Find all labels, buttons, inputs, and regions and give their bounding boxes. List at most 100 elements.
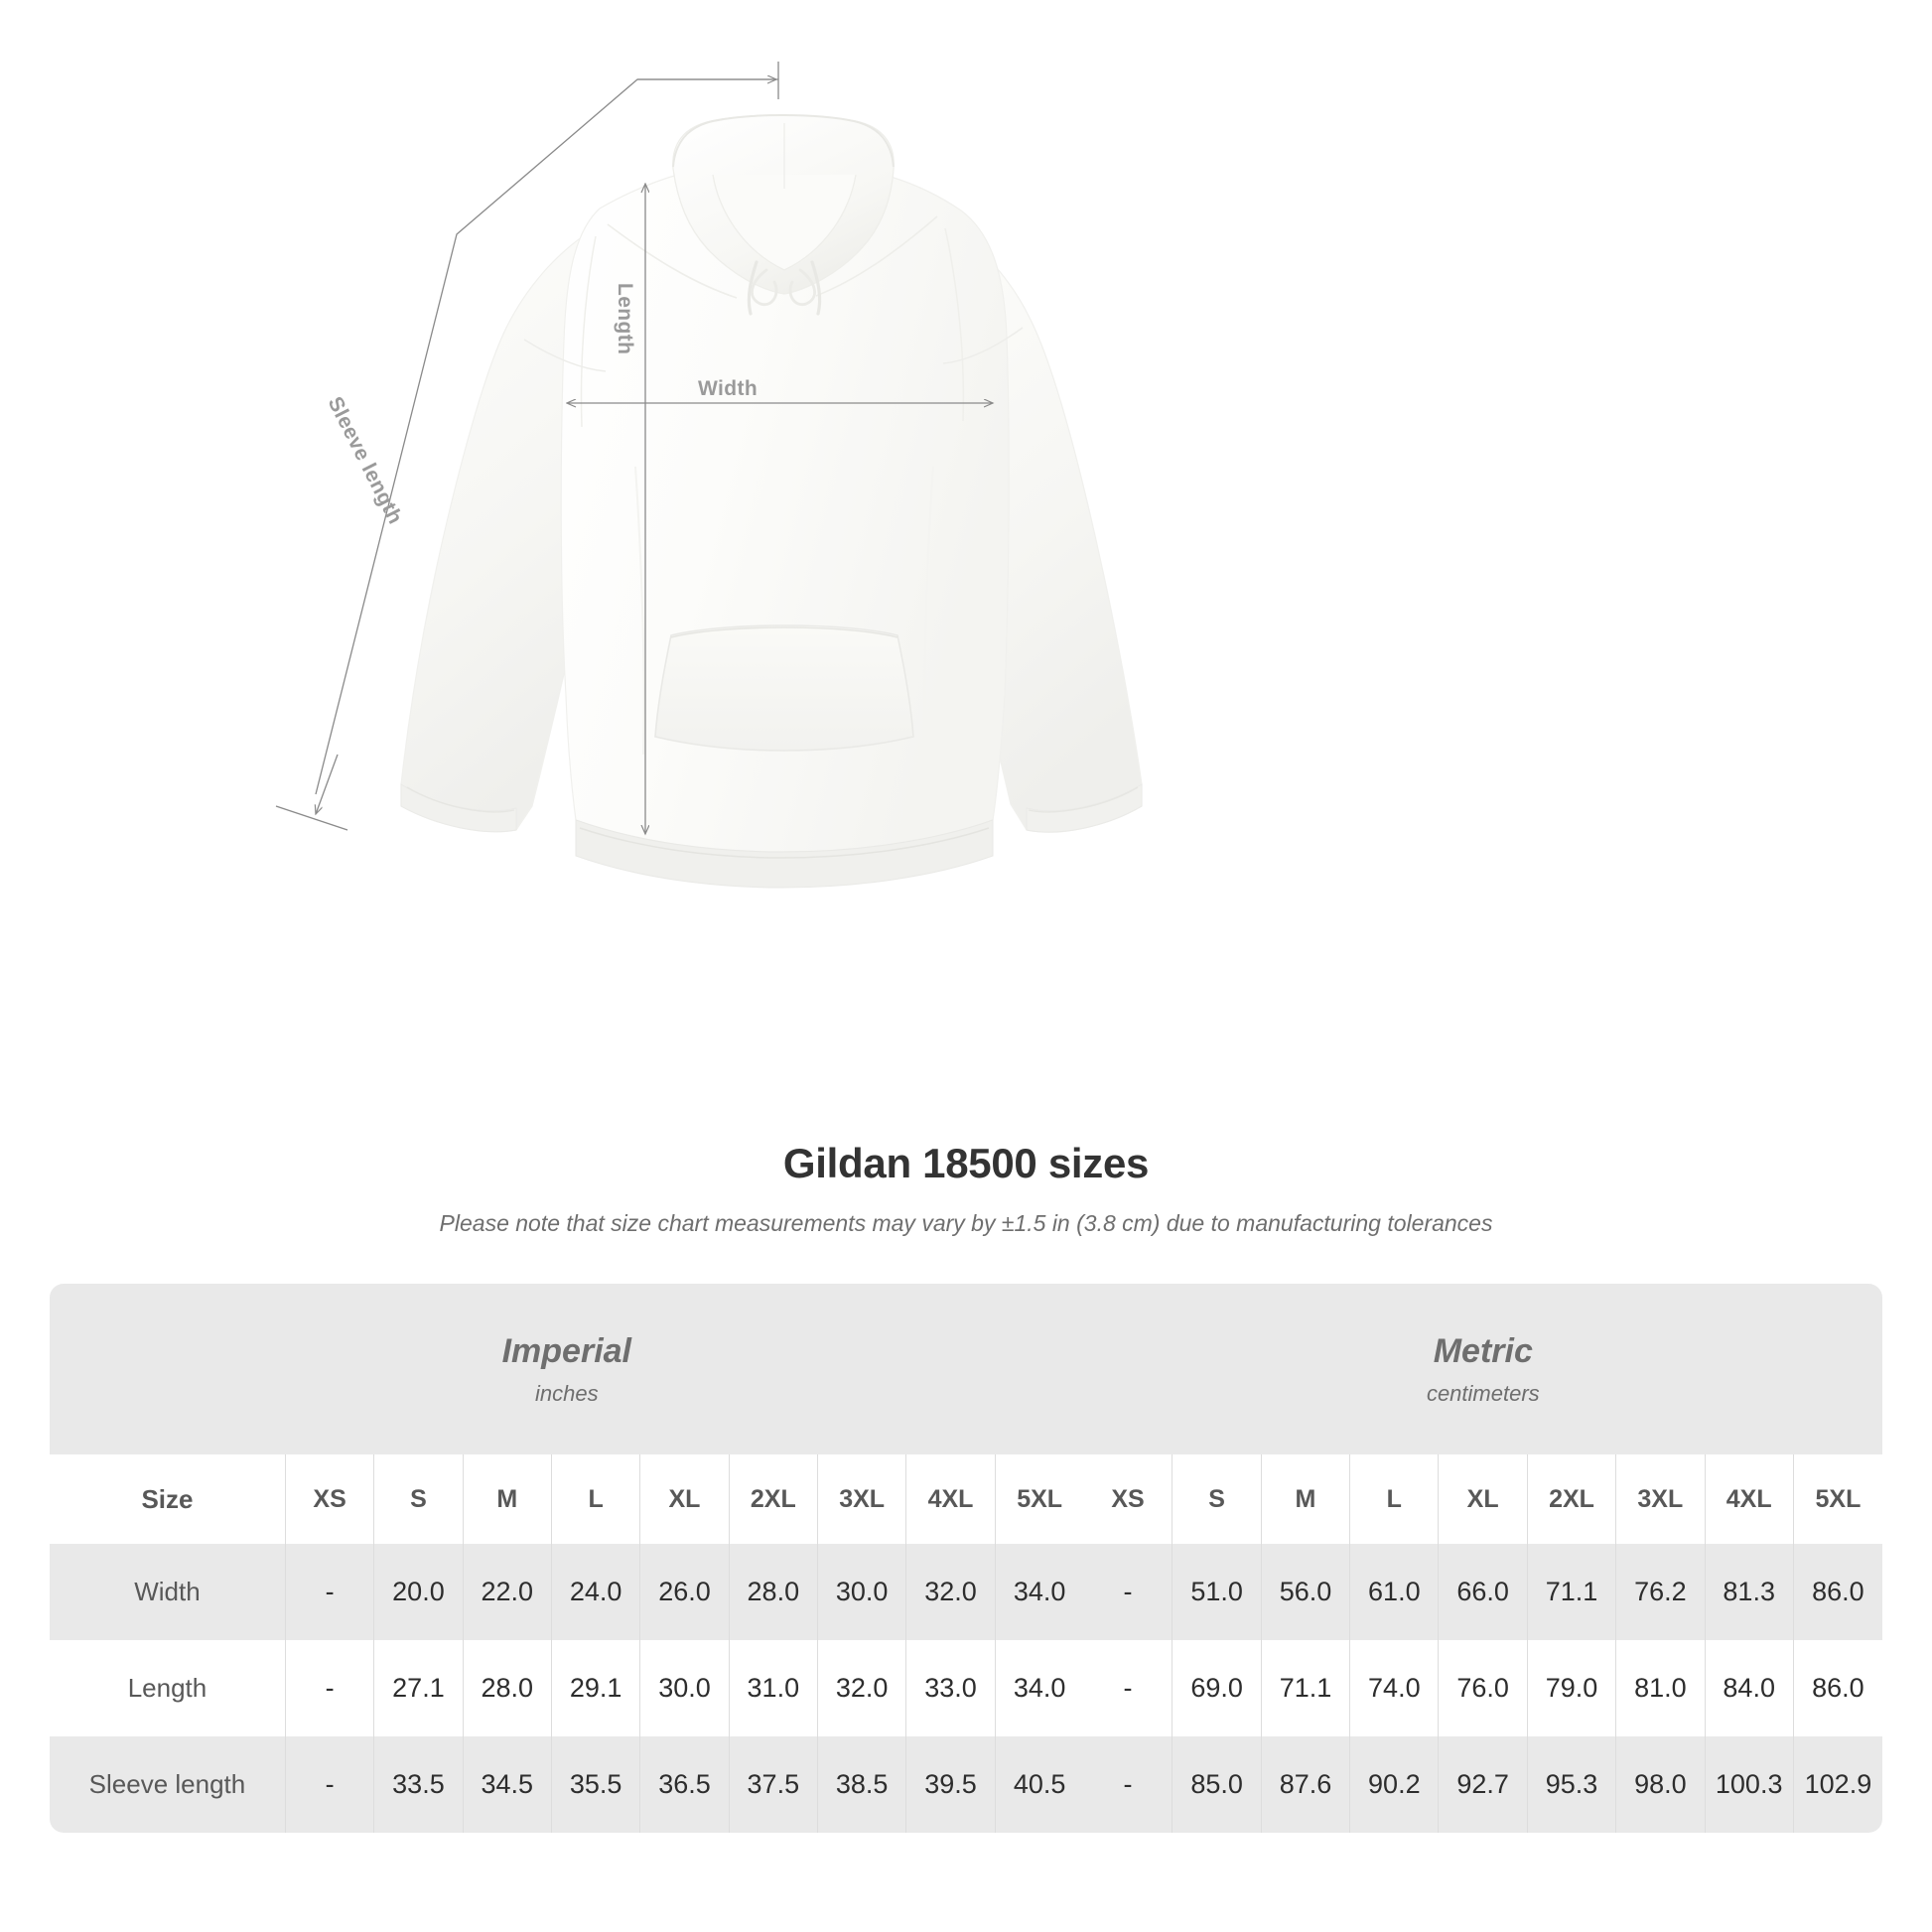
size-header-imperial-s: S <box>373 1454 464 1544</box>
length-imperial-s: 27.1 <box>373 1640 464 1736</box>
length-imperial-l: 29.1 <box>550 1640 640 1736</box>
length-imperial-m: 28.0 <box>462 1640 552 1736</box>
sleeve-metric-l: 90.2 <box>1349 1736 1439 1833</box>
sleeve-metric-xs: - <box>1083 1736 1173 1833</box>
title-block: Gildan 18500 sizes Please note that size… <box>0 1140 1932 1237</box>
sleeve-metric-2xl: 95.3 <box>1526 1736 1616 1833</box>
size-header-imperial-m: M <box>462 1454 552 1544</box>
size-header-metric-4xl: 4XL <box>1704 1454 1794 1544</box>
length-imperial-2xl: 31.0 <box>728 1640 818 1736</box>
length-label: Length <box>614 283 636 355</box>
length-metric-m: 71.1 <box>1260 1640 1350 1736</box>
size-header-imperial-xs: XS <box>284 1454 374 1544</box>
size-header-metric-m: M <box>1260 1454 1350 1544</box>
width-metric-s: 51.0 <box>1172 1544 1262 1640</box>
sleeve-imperial-4xl: 39.5 <box>905 1736 996 1833</box>
width-imperial-3xl: 30.0 <box>816 1544 906 1640</box>
measurement-lines <box>275 62 993 834</box>
width-label: Width <box>698 377 759 400</box>
imperial-name: Imperial <box>501 1331 631 1370</box>
width-metric-xs: - <box>1083 1544 1173 1640</box>
sleeve-metric-3xl: 98.0 <box>1615 1736 1706 1833</box>
size-table-container: Imperial inches Metric centimeters Size … <box>50 1284 1882 1833</box>
size-header-metric-2xl: 2XL <box>1526 1454 1616 1544</box>
length-imperial-5xl: 34.0 <box>994 1640 1084 1736</box>
row-label-length: Length <box>50 1640 286 1736</box>
width-metric-3xl: 76.2 <box>1615 1544 1706 1640</box>
table-row-sleeve-length: Sleeve length - 33.5 34.5 35.5 36.5 37.5… <box>50 1736 1882 1833</box>
sleeve-imperial-xl: 36.5 <box>639 1736 730 1833</box>
size-header-imperial-3xl: 3XL <box>816 1454 906 1544</box>
sleeve-imperial-xs: - <box>284 1736 374 1833</box>
width-metric-2xl: 71.1 <box>1526 1544 1616 1640</box>
size-header-metric-3xl: 3XL <box>1615 1454 1706 1544</box>
tolerance-note: Please note that size chart measurements… <box>439 1210 1493 1236</box>
size-header-metric-xl: XL <box>1438 1454 1528 1544</box>
page-title: Gildan 18500 sizes <box>782 1140 1150 1186</box>
length-imperial-xl: 30.0 <box>639 1640 730 1736</box>
length-metric-2xl: 79.0 <box>1526 1640 1616 1736</box>
width-imperial-5xl: 34.0 <box>994 1544 1084 1640</box>
sleeve-metric-s: 85.0 <box>1172 1736 1262 1833</box>
sleeve-imperial-2xl: 37.5 <box>728 1736 818 1833</box>
length-metric-l: 74.0 <box>1349 1640 1439 1736</box>
table-row-width: Width - 20.0 22.0 24.0 26.0 28.0 30.0 32… <box>50 1544 1882 1640</box>
table-row-length: Length - 27.1 28.0 29.1 30.0 31.0 32.0 3… <box>50 1640 1882 1736</box>
width-imperial-4xl: 32.0 <box>905 1544 996 1640</box>
sleeve-metric-m: 87.6 <box>1260 1736 1350 1833</box>
imperial-group-header: Imperial inches <box>50 1284 1084 1454</box>
size-header-imperial-5xl: 5XL <box>994 1454 1084 1544</box>
size-header-metric-xs: XS <box>1083 1454 1173 1544</box>
length-imperial-4xl: 33.0 <box>905 1640 996 1736</box>
size-header-imperial-2xl: 2XL <box>728 1454 818 1544</box>
length-imperial-xs: - <box>284 1640 374 1736</box>
sleeve-imperial-l: 35.5 <box>550 1736 640 1833</box>
width-imperial-s: 20.0 <box>373 1544 464 1640</box>
unit-header-row: Imperial inches Metric centimeters <box>50 1284 1882 1454</box>
sleeve-bottom-arrow <box>316 754 339 814</box>
imperial-subunit: inches <box>535 1380 599 1406</box>
length-metric-s: 69.0 <box>1172 1640 1262 1736</box>
metric-group-header: Metric centimeters <box>1083 1284 1882 1454</box>
garment-diagram: Length Width Sleeve length <box>275 62 1143 889</box>
sleeve-bottom-tick <box>275 805 348 831</box>
width-imperial-xs: - <box>284 1544 374 1640</box>
sleeve-metric-5xl: 102.9 <box>1792 1736 1882 1833</box>
length-metric-4xl: 84.0 <box>1704 1640 1794 1736</box>
size-corner-label: Size <box>50 1454 286 1544</box>
size-header-metric-l: L <box>1349 1454 1439 1544</box>
size-header-imperial-xl: XL <box>639 1454 730 1544</box>
hoodie-illustration-svg <box>275 62 1143 889</box>
sleeve-imperial-5xl: 40.5 <box>994 1736 1084 1833</box>
row-label-sleeve-length: Sleeve length <box>50 1736 286 1833</box>
length-imperial-3xl: 32.0 <box>816 1640 906 1736</box>
metric-subunit: centimeters <box>1426 1380 1540 1406</box>
width-metric-xl: 66.0 <box>1438 1544 1528 1640</box>
width-imperial-2xl: 28.0 <box>728 1544 818 1640</box>
row-label-width: Width <box>50 1544 286 1640</box>
width-metric-5xl: 86.0 <box>1792 1544 1882 1640</box>
length-metric-3xl: 81.0 <box>1615 1640 1706 1736</box>
size-header-metric-5xl: 5XL <box>1792 1454 1882 1544</box>
width-metric-4xl: 81.3 <box>1704 1544 1794 1640</box>
hoodie-shape <box>400 114 1143 889</box>
sleeve-imperial-3xl: 38.5 <box>816 1736 906 1833</box>
size-chart-table: Imperial inches Metric centimeters Size … <box>50 1284 1882 1833</box>
size-header-metric-s: S <box>1172 1454 1262 1544</box>
width-imperial-xl: 26.0 <box>639 1544 730 1640</box>
width-imperial-l: 24.0 <box>550 1544 640 1640</box>
metric-name: Metric <box>1433 1331 1533 1370</box>
sleeve-metric-xl: 92.7 <box>1438 1736 1528 1833</box>
width-metric-m: 56.0 <box>1260 1544 1350 1640</box>
length-metric-xl: 76.0 <box>1438 1640 1528 1736</box>
sleeve-imperial-m: 34.5 <box>462 1736 552 1833</box>
sleeve-metric-4xl: 100.3 <box>1704 1736 1794 1833</box>
size-header-row: Size XS S M L XL 2XL 3XL 4XL 5XL XS S M … <box>50 1454 1882 1544</box>
width-metric-l: 61.0 <box>1349 1544 1439 1640</box>
size-header-imperial-l: L <box>550 1454 640 1544</box>
length-metric-5xl: 86.0 <box>1792 1640 1882 1736</box>
width-imperial-m: 22.0 <box>462 1544 552 1640</box>
sleeve-imperial-s: 33.5 <box>373 1736 464 1833</box>
length-metric-xs: - <box>1083 1640 1173 1736</box>
